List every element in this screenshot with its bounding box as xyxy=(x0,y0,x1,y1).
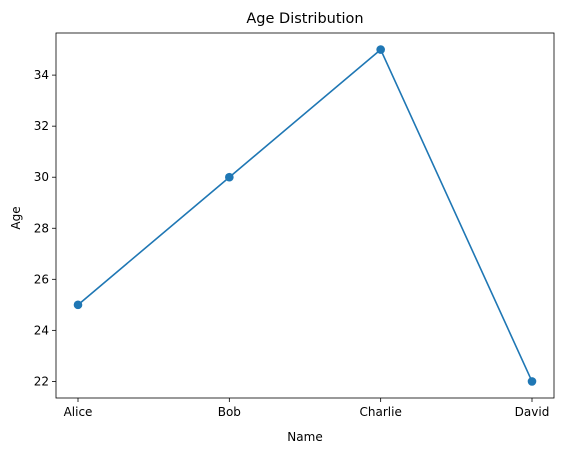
data-point-david xyxy=(527,377,537,386)
x-tick-label: David xyxy=(515,405,550,419)
data-point-charlie xyxy=(376,45,385,54)
y-tick-label: 26 xyxy=(34,272,49,286)
chart-title: Age Distribution xyxy=(246,11,363,27)
x-tick-label: Alice xyxy=(64,405,93,419)
data-point-alice xyxy=(73,300,83,310)
plot-area: Alice Bob Charlie David 22 24 26 28 30 32 34 xyxy=(34,32,555,419)
y-tick-label: 32 xyxy=(34,119,49,133)
y-tick-label: 22 xyxy=(34,374,49,388)
x-tick-label: Charlie xyxy=(360,405,402,419)
y-axis-label: Age xyxy=(9,206,23,229)
x-tick-label: Bob xyxy=(218,405,241,419)
y-tick-label: 34 xyxy=(34,68,49,82)
y-tick-label: 24 xyxy=(34,323,49,337)
plot-frame xyxy=(55,32,555,399)
y-tick-label: 28 xyxy=(34,221,49,235)
y-tick-label: 30 xyxy=(34,170,49,184)
data-point-bob xyxy=(225,172,234,182)
x-axis-label: Name xyxy=(287,430,322,444)
series-line xyxy=(77,48,533,382)
